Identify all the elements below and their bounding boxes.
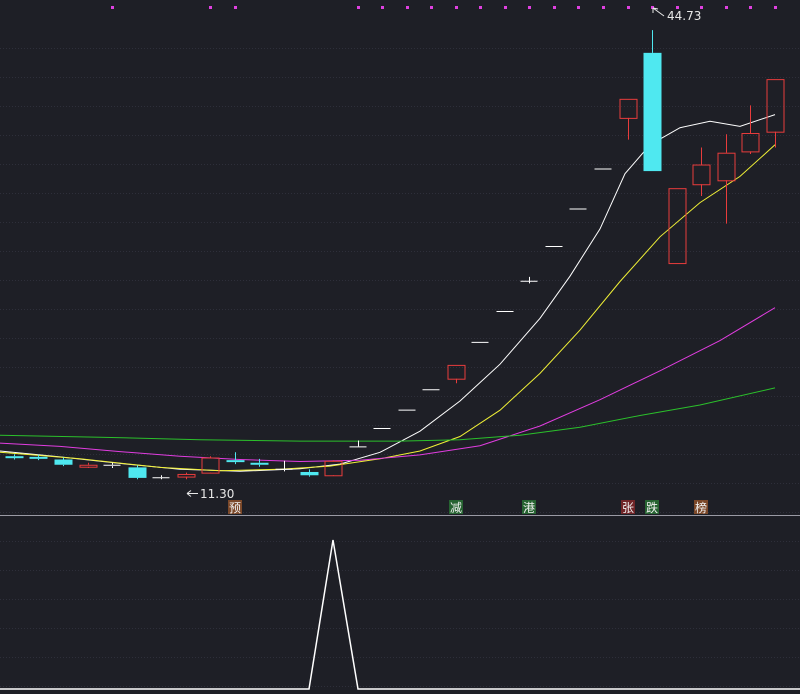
- top-marker-dot: [430, 6, 433, 9]
- top-markers: [111, 6, 777, 9]
- candle-body: [226, 460, 245, 463]
- candle: [128, 465, 147, 480]
- top-marker-dot: [357, 6, 360, 9]
- candle-body: [741, 132, 760, 153]
- top-marker-dot: [234, 6, 237, 9]
- candle: [177, 472, 196, 480]
- event-marker-box: [449, 500, 463, 514]
- moving-average-line-3: [0, 307, 776, 463]
- candle-body: [128, 467, 147, 478]
- candle: [766, 79, 785, 148]
- candle-body: [447, 364, 466, 380]
- event-marker-box: [645, 500, 659, 514]
- top-marker-dot: [577, 6, 580, 9]
- candle: [324, 460, 343, 477]
- moving-average-line-4: [0, 387, 776, 442]
- event-marker-label: 张: [622, 501, 634, 515]
- candle: [29, 454, 48, 461]
- top-marker-dot: [209, 6, 212, 9]
- candle: [300, 469, 319, 477]
- candle: [349, 440, 367, 448]
- candle: [201, 456, 220, 474]
- top-marker-dot: [602, 6, 605, 9]
- candle-body: [250, 462, 269, 465]
- candle-body: [177, 473, 196, 478]
- candle: [741, 105, 760, 155]
- candle: [447, 364, 466, 384]
- candle-body: [54, 459, 73, 465]
- candle: [79, 462, 98, 469]
- moving-average-line-1: [0, 114, 776, 472]
- top-marker-dot: [455, 6, 458, 9]
- candle: [692, 147, 711, 197]
- candle: [152, 475, 170, 480]
- event-marker-label: 跌: [646, 500, 658, 515]
- top-marker-dot: [111, 6, 114, 9]
- moving-average-lines: [0, 114, 776, 472]
- candle-body: [201, 457, 220, 474]
- top-marker-dot: [725, 6, 728, 9]
- low-price-arrow: [186, 490, 198, 497]
- event-marker-label: 减: [450, 501, 462, 515]
- candle-body: [324, 460, 343, 477]
- price-annotations: 11.30 44.73: [186, 7, 701, 501]
- candle: [54, 457, 73, 467]
- high-price-label: 44.73: [667, 9, 701, 23]
- candle: [643, 30, 662, 172]
- top-marker-dot: [406, 6, 409, 9]
- candle-body: [643, 52, 662, 172]
- top-marker-dot: [504, 6, 507, 9]
- candle: [103, 462, 121, 469]
- top-marker-dot: [749, 6, 752, 9]
- high-price-arrow: [652, 7, 665, 17]
- candle-body: [619, 98, 638, 119]
- indicator-panel: [0, 539, 800, 690]
- top-marker-dot: [553, 6, 556, 9]
- top-marker-dot: [381, 6, 384, 9]
- top-marker-dot: [651, 6, 654, 9]
- candle: [275, 460, 293, 472]
- event-marker-label: 港: [523, 501, 535, 515]
- indicator-line-1: [0, 539, 800, 690]
- candle-body: [79, 464, 98, 468]
- event-marker-label: 榜: [695, 500, 707, 515]
- candle: [5, 454, 24, 460]
- price-grid: [0, 48, 800, 513]
- top-marker-dot: [774, 6, 777, 9]
- candle-body: [29, 456, 48, 459]
- candlesticks: [5, 30, 785, 480]
- candle-body: [668, 188, 687, 265]
- event-markers: 预 减 港 张跌 榜: [228, 500, 708, 515]
- top-marker-dot: [676, 6, 679, 9]
- event-marker-box: [621, 500, 635, 514]
- candle-body: [5, 456, 24, 459]
- candle: [226, 452, 245, 465]
- top-marker-dot: [627, 6, 630, 9]
- moving-average-line-2: [0, 144, 776, 472]
- candle: [250, 458, 269, 467]
- indicator-grid: [0, 541, 800, 687]
- candle: [619, 98, 638, 140]
- candle: [717, 134, 736, 224]
- event-marker-box: [522, 500, 536, 514]
- candle-body: [766, 79, 785, 133]
- top-marker-dot: [700, 6, 703, 9]
- candle-body: [692, 164, 711, 186]
- low-price-label: 11.30: [200, 487, 234, 501]
- top-marker-dot: [479, 6, 482, 9]
- candle: [520, 276, 538, 284]
- event-marker-box: [694, 500, 708, 514]
- event-marker-label: 预: [229, 501, 241, 515]
- candle-body: [717, 152, 736, 182]
- candle-body: [300, 471, 319, 476]
- event-marker-box: [228, 500, 242, 514]
- top-marker-dot: [528, 6, 531, 9]
- candle: [668, 188, 687, 265]
